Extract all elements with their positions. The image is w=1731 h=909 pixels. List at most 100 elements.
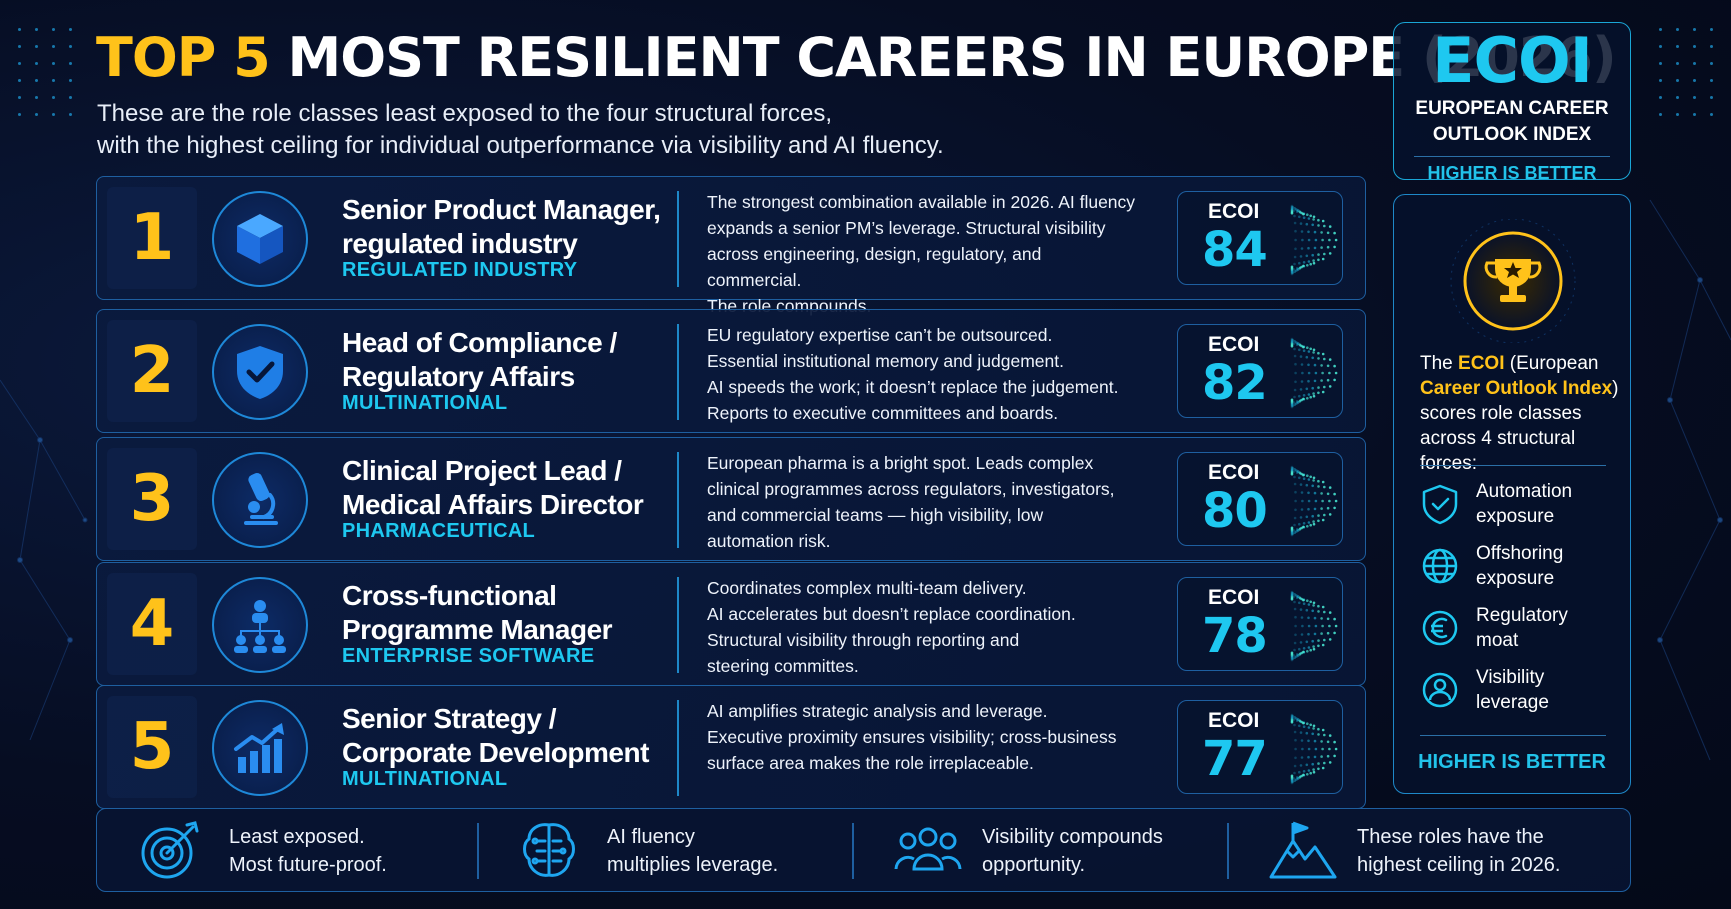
decorative-dots-left (18, 28, 72, 116)
ecoi-score-box: ECOI 80 (1177, 452, 1343, 546)
badge-acronym: ECOI (1432, 24, 1593, 97)
score-label: ECOI (1208, 709, 1260, 732)
rank-badge: 5 (107, 696, 197, 798)
ecoi-explanation: The ECOI (European Career Outlook Index)… (1420, 351, 1620, 476)
force-label: Offshoring exposure (1476, 541, 1563, 591)
mountain-flag-icon (1267, 819, 1339, 886)
role-description: Coordinates complex multi-team delivery.… (707, 575, 1137, 679)
score-value: 80 (1202, 483, 1268, 539)
target-icon (139, 819, 203, 886)
role-title-line-2: regulated industry (342, 228, 578, 259)
ecoi-score-box: ECOI 77 (1177, 700, 1343, 794)
description-line: automation risk. (707, 531, 831, 551)
career-row: 5 Senior Strategy / Corporate Development M… (96, 685, 1366, 809)
structural-force-item: Automation exposure (1420, 479, 1620, 535)
description-line: AI accelerates but doesn’t replace coord… (707, 604, 1076, 624)
row-divider (677, 452, 679, 548)
euro-icon (1420, 607, 1460, 654)
footer-divider (1227, 823, 1229, 879)
score-value: 77 (1202, 731, 1268, 787)
description-line: The strongest combination available in 2… (707, 192, 1136, 212)
explain-pre: The (1420, 353, 1459, 374)
row-divider (677, 324, 679, 420)
force-label-line-1: Visibility (1476, 667, 1545, 688)
panel-note: HIGHER IS BETTER (1418, 751, 1606, 773)
page-title: TOP 5 MOST RESILIENT CAREERS IN EUROPE (… (96, 24, 1617, 92)
score-dot-arc (1290, 465, 1338, 537)
role-title-line-2: Programme Manager (342, 614, 613, 645)
role-description: European pharma is a bright spot. Leads … (707, 450, 1137, 554)
score-value: 82 (1202, 355, 1268, 411)
takeaway-text: Visibility compounds opportunity. (982, 823, 1163, 879)
rank-number: 5 (129, 710, 175, 784)
takeaway-text: AI fluency multiplies leverage. (607, 823, 778, 879)
decorative-dots-right (1659, 28, 1713, 116)
description-line: Executive proximity ensures visibility; … (707, 727, 1117, 747)
force-label: Automation exposure (1476, 479, 1572, 529)
takeaway-line-1: These roles have the (1357, 826, 1544, 848)
takeaway-line-2: opportunity. (982, 854, 1086, 876)
explain-post: ) scores role classes across 4 structura… (1420, 378, 1619, 474)
description-line: across engineering, design, regulatory, … (707, 244, 1042, 290)
takeaway-line-1: AI fluency (607, 826, 695, 848)
role-title-line-1: Head of Compliance / (342, 327, 617, 358)
description-line: Structural visibility through reporting … (707, 630, 1020, 650)
description-line: surface area makes the role irreplaceabl… (707, 753, 1034, 773)
row-divider (677, 577, 679, 673)
career-row: 1 Senior Product Manager, regulated indust… (96, 176, 1366, 316)
ecoi-score-box: ECOI 84 (1177, 191, 1343, 285)
takeaway-line-1: Visibility compounds (982, 826, 1163, 848)
career-row: 4 Cross-functional Programme Manager ENTERP… (96, 562, 1366, 686)
role-title: Cross-functional Programme Manager (342, 579, 682, 647)
score-dot-arc (1290, 337, 1338, 409)
role-description: AI amplifies strategic analysis and leve… (707, 698, 1137, 776)
panel-divider-bottom (1420, 735, 1606, 736)
role-description: EU regulatory expertise can’t be outsour… (707, 322, 1137, 426)
ecoi-score-box: ECOI 78 (1177, 577, 1343, 671)
shield-icon (1420, 483, 1460, 530)
takeaway-line-1: Least exposed. (229, 826, 365, 848)
force-label-line-1: Automation (1476, 481, 1573, 502)
footer-takeaways: Least exposed. Most future-proof. AI fluen… (96, 808, 1631, 892)
takeaway-line-2: Most future-proof. (229, 854, 387, 876)
rank-badge: 3 (107, 448, 197, 550)
description-line: AI amplifies strategic analysis and leve… (707, 701, 1048, 721)
score-dot-arc (1290, 204, 1338, 276)
people-group-icon (892, 819, 964, 886)
sector-label: REGULATED INDUSTRY (342, 259, 578, 281)
score-label: ECOI (1208, 333, 1260, 356)
row-divider (677, 700, 679, 796)
force-label: Visibility leverage (1476, 665, 1549, 715)
rank-number: 1 (129, 201, 175, 275)
structural-force-item: Offshoring exposure (1420, 541, 1620, 597)
force-label-line-1: Offshoring (1476, 543, 1564, 564)
shield-check-icon (212, 324, 308, 420)
score-label: ECOI (1208, 200, 1260, 223)
badge-note: HIGHER IS BETTER (1427, 163, 1597, 183)
explain-highlight-name: Career Outlook Index (1420, 378, 1613, 399)
score-dot-arc (1290, 590, 1338, 662)
role-title-line-1: Cross-functional (342, 580, 557, 611)
rank-badge: 4 (107, 573, 197, 675)
explain-mid: (European (1504, 353, 1599, 374)
subtitle-line-1: These are the role classes least exposed… (97, 100, 833, 127)
role-title: Senior Strategy / Corporate Development (342, 702, 682, 770)
brain-circuit-icon (517, 819, 581, 886)
description-line: Essential institutional memory and judge… (707, 351, 1064, 371)
description-line: expands a senior PM’s leverage. Structur… (707, 218, 1106, 238)
footer-divider (852, 823, 854, 879)
growth-chart-icon (212, 700, 308, 796)
role-title-line-2: Medical Affairs Director (342, 489, 644, 520)
page-subtitle: These are the role classes least exposed… (97, 98, 944, 162)
title-accent: TOP 5 (96, 26, 271, 89)
badge-divider (1414, 156, 1610, 157)
rank-number: 3 (129, 462, 175, 536)
role-title-line-1: Senior Product Manager, (342, 194, 661, 225)
takeaway-text: Least exposed. Most future-proof. (229, 823, 387, 879)
explain-highlight-acronym: ECOI (1458, 353, 1505, 374)
description-line: AI speeds the work; it doesn’t replace t… (707, 377, 1119, 397)
role-title-line-1: Clinical Project Lead / (342, 455, 622, 486)
ecoi-badge: ECOI EUROPEAN CAREER OUTLOOK INDEX HIGHE… (1393, 22, 1631, 183)
role-title: Senior Product Manager, regulated industr… (342, 193, 682, 261)
subtitle-line-2: with the highest ceiling for individual … (97, 132, 944, 159)
